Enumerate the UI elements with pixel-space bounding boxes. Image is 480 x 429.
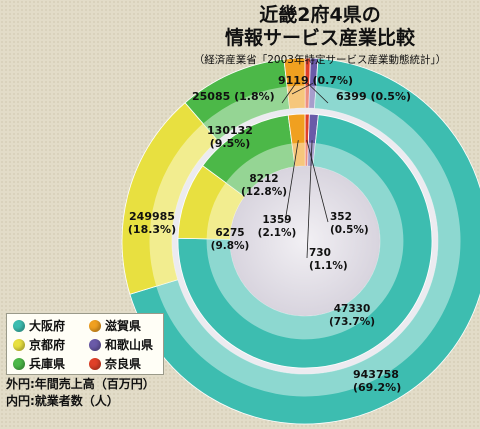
title-line-2: 情報サービス産業比較 bbox=[224, 27, 415, 49]
data-label-line: 943758 bbox=[353, 368, 399, 381]
ring-gap bbox=[172, 108, 438, 374]
data-label-line: (0.5%) bbox=[330, 224, 369, 236]
outer-segment-highlight bbox=[305, 85, 310, 109]
legend-label: 兵庫県 bbox=[29, 357, 66, 371]
leader-line bbox=[306, 139, 329, 223]
inner-data-label: 47330 (73.7%) bbox=[329, 303, 375, 328]
data-label-line: 130132 bbox=[207, 124, 253, 137]
leader-line bbox=[307, 82, 329, 104]
outer-data-label: 25085 (1.8%) bbox=[192, 90, 275, 103]
legend-swatch bbox=[89, 357, 101, 370]
legend-swatch bbox=[89, 319, 101, 332]
data-label-line: (1.1%) bbox=[309, 260, 348, 272]
inner-data-label: 352 (0.5%) bbox=[330, 211, 369, 236]
data-label-line: 1359 bbox=[262, 214, 291, 226]
data-label-line: (12.8%) bbox=[241, 186, 287, 198]
outer-data-label: 249985 (18.3%) bbox=[128, 210, 176, 236]
inner-data-label: 6275 (9.8%) bbox=[211, 227, 250, 252]
legend-label: 滋賀県 bbox=[105, 319, 142, 333]
legend-swatch bbox=[13, 338, 25, 351]
note-inner: 内円:就業者数（人） bbox=[6, 394, 119, 408]
data-label-line: 47330 bbox=[334, 303, 371, 315]
legend-item: 滋賀県 bbox=[89, 317, 141, 334]
legend: 大阪府 滋賀県京都府 和歌山県兵庫県 奈良県 bbox=[6, 313, 164, 375]
data-label-line: 25085 (1.8%) bbox=[192, 90, 275, 103]
legend-swatch bbox=[89, 338, 101, 351]
inner-data-label: 1359 (2.1%) bbox=[258, 214, 297, 239]
legend-swatch bbox=[13, 319, 25, 332]
data-label-line: (9.8%) bbox=[211, 240, 250, 252]
legend-label: 和歌山県 bbox=[105, 338, 154, 352]
data-label-line: 249985 bbox=[129, 210, 175, 223]
ring-separator bbox=[172, 108, 438, 374]
data-label-line: (9.5%) bbox=[210, 137, 251, 150]
legend-label: 大阪府 bbox=[29, 319, 66, 333]
data-label-line: 352 bbox=[330, 211, 352, 223]
outer-data-label: 130132 (9.5%) bbox=[207, 124, 253, 150]
data-labels: 943758 (69.2%) 130132 (9.5%) 249985 (18.3%) 25… bbox=[128, 74, 411, 394]
outer-segment-highlight bbox=[149, 123, 218, 287]
data-label-line: (18.3%) bbox=[128, 223, 176, 236]
legend-item: 奈良県 bbox=[89, 355, 141, 372]
leader-lines bbox=[281, 82, 329, 259]
legend-swatch bbox=[13, 357, 25, 370]
chart-title: 近畿2府4県の 情報サービス産業比較 bbox=[170, 4, 470, 50]
leader-line bbox=[284, 140, 299, 223]
legend-item: 京都府 bbox=[13, 336, 65, 353]
legend-label: 京都府 bbox=[29, 338, 66, 352]
data-label-line: (2.1%) bbox=[258, 227, 297, 239]
outer-segment-highlight bbox=[308, 85, 317, 109]
leader-line bbox=[306, 140, 313, 259]
note-outer: 外円:年間売上高（百万円） bbox=[6, 377, 155, 391]
outer-segment-highlight bbox=[203, 86, 290, 141]
legend-label: 奈良県 bbox=[105, 357, 142, 371]
data-label-line: 6399 (0.5%) bbox=[336, 90, 411, 103]
leader-line bbox=[281, 83, 297, 104]
inner-data-label: 8212 (12.8%) bbox=[241, 173, 287, 198]
outer-data-label: 9119 (0.7%) bbox=[278, 74, 353, 87]
inner-segment-highlight bbox=[206, 182, 245, 240]
source-note: （経済産業省「2003年特定サービス産業動態統計」） bbox=[193, 54, 447, 66]
inner-ring bbox=[177, 113, 433, 369]
data-label-line: 6275 bbox=[215, 227, 244, 239]
data-label-line: (73.7%) bbox=[329, 316, 375, 328]
legend-item: 兵庫県 bbox=[13, 355, 65, 372]
data-label-line: (69.2%) bbox=[353, 381, 401, 394]
data-label-line: 9119 (0.7%) bbox=[278, 74, 353, 87]
center-hole bbox=[230, 166, 380, 316]
inner-data-label: 730 (1.1%) bbox=[309, 247, 348, 272]
notes: 外円:年間売上高（百万円） 内円:就業者数（人） bbox=[6, 376, 155, 410]
outer-data-label: 943758 (69.2%) bbox=[353, 368, 401, 394]
title-line-1: 近畿2府4県の bbox=[259, 4, 381, 26]
hole-fill bbox=[230, 166, 380, 316]
data-label-line: 8212 bbox=[249, 173, 278, 185]
legend-item: 和歌山県 bbox=[89, 336, 153, 353]
data-label-line: 730 bbox=[309, 247, 331, 259]
legend-item: 大阪府 bbox=[13, 317, 65, 334]
inner-segment-highlight bbox=[225, 143, 296, 197]
outer-segment-highlight bbox=[287, 85, 305, 109]
outer-data-label: 6399 (0.5%) bbox=[336, 90, 411, 103]
